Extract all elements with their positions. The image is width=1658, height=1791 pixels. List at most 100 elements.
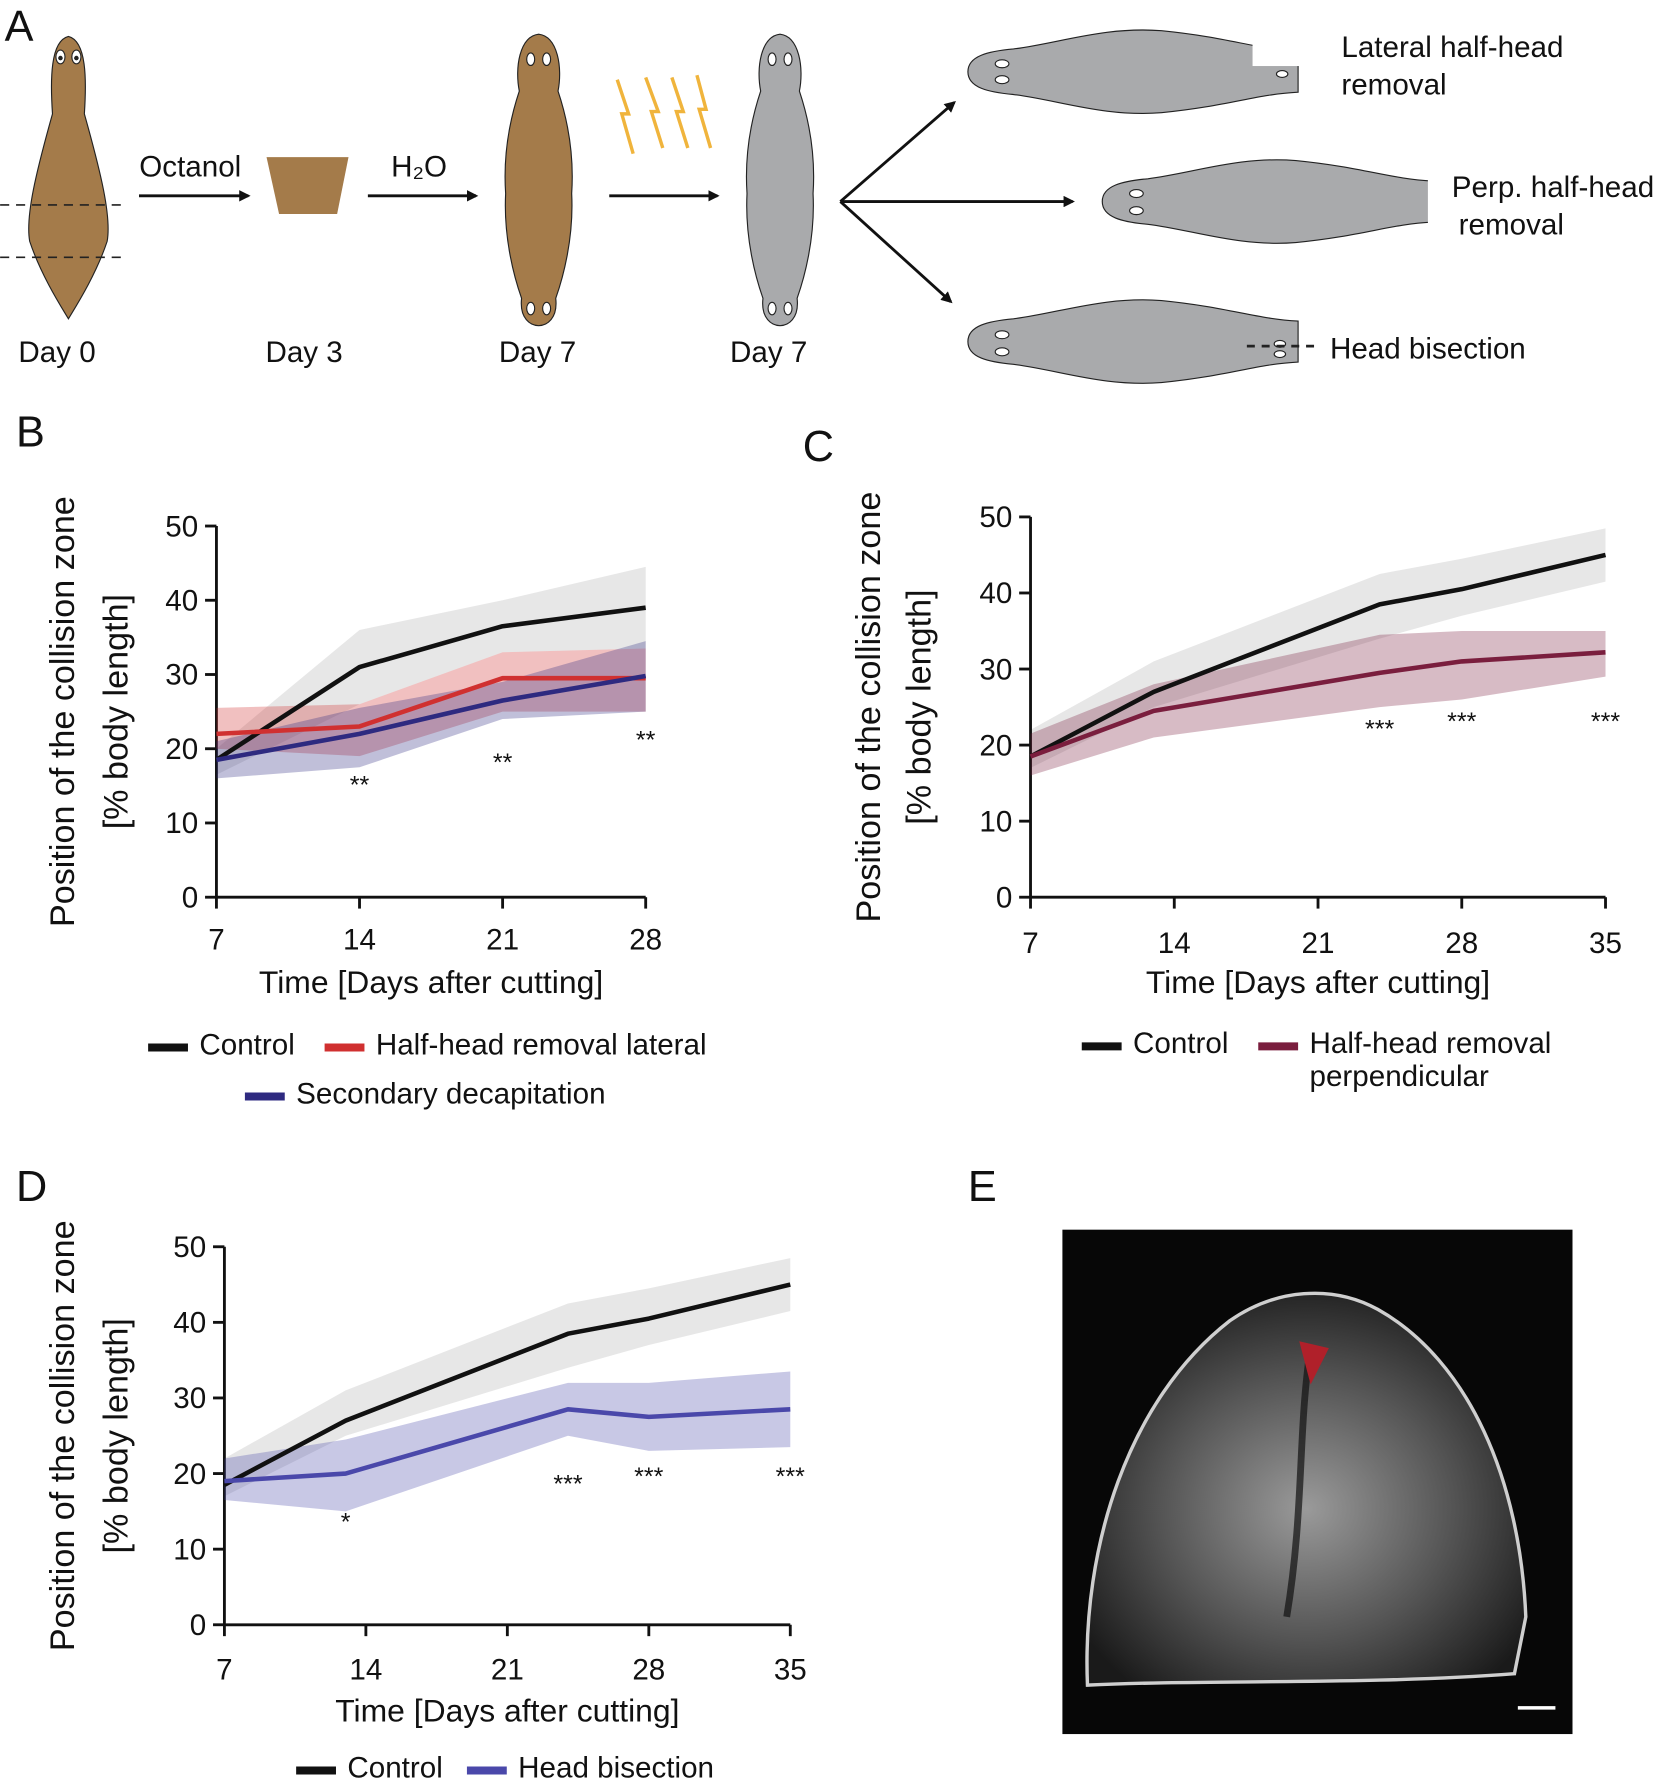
significance-label: ** [636, 727, 656, 755]
outcome-label: Head bisection [1330, 333, 1526, 366]
y-tick-label: 0 [996, 881, 1012, 914]
significance-label: *** [1591, 708, 1620, 736]
x-axis-label: Time [Days after cutting] [259, 964, 603, 1000]
series-line [1029, 552, 1607, 759]
panel-label: C [803, 423, 834, 471]
panel-label: E [968, 1163, 997, 1211]
series-line [1029, 650, 1606, 759]
outcome-label: removal [1459, 209, 1564, 242]
x-tick-label: 35 [774, 1653, 807, 1686]
series-line [216, 673, 647, 763]
x-tick-label: 14 [343, 924, 376, 957]
reagent-label: H₂O [391, 150, 447, 183]
significance-label: ** [350, 771, 370, 799]
panel-label: B [16, 408, 45, 456]
legend-label: Head bisection [518, 1751, 715, 1785]
x-tick-label: 28 [1445, 927, 1478, 960]
legend-label: Control [199, 1028, 295, 1062]
y-tick-label: 40 [165, 585, 198, 618]
y-tick-label: 30 [979, 653, 1012, 686]
worm [28, 35, 109, 320]
x-tick-label: 7 [216, 1653, 232, 1686]
confidence-band [1030, 631, 1606, 776]
significance-label: *** [1365, 715, 1394, 743]
legend-label: Half-head removal perpendicular [1309, 1027, 1552, 1094]
x-tick-label: 21 [486, 924, 519, 957]
y-axis-label: [% body length] [900, 589, 938, 824]
x-tick-label: 7 [208, 924, 224, 957]
x-tick-label: 21 [1302, 927, 1335, 960]
significance-label: *** [776, 1463, 805, 1491]
day-label: Day 0 [18, 336, 95, 369]
y-tick-label: 10 [173, 1533, 206, 1566]
y-tick-label: 10 [165, 807, 198, 840]
y-axis-label: Position of the collision zone [850, 492, 888, 923]
micrograph [1062, 1229, 1573, 1735]
significance-label: ** [493, 749, 513, 777]
outcome-label: Perp. half-head [1452, 171, 1654, 204]
series-line [224, 1407, 791, 1484]
y-axis-label: Position of the collision zone [44, 1220, 82, 1651]
day-label: Day 7 [730, 336, 807, 369]
y-tick-label: 30 [165, 659, 198, 692]
y-axis-label: [% body length] [98, 1318, 136, 1553]
y-axis-label: [% body length] [98, 594, 136, 829]
x-tick-label: 14 [1158, 927, 1191, 960]
y-tick-label: 30 [173, 1382, 206, 1415]
legend-entry: Secondary decapitation [296, 1077, 606, 1111]
outcome-label: Lateral half-head [1341, 31, 1563, 64]
confidence-band [216, 566, 646, 775]
legend-entry: Half-head removal perpendicular [1309, 1027, 1552, 1094]
legend-entry: Control [1133, 1027, 1229, 1061]
legend-entry: Head bisection [518, 1751, 715, 1785]
y-tick-label: 20 [165, 733, 198, 766]
chart: 0 10 20 30 40 50 7 14 21 28 35 Time [Days after cut… [850, 492, 1622, 1094]
legend-label: Control [347, 1751, 443, 1785]
series-line [223, 1282, 791, 1487]
y-tick-label: 20 [173, 1458, 206, 1491]
chart: 0 10 20 30 40 50 7 14 21 28 35 Time [Days after cut… [44, 1220, 807, 1785]
day-label: Day 7 [499, 336, 576, 369]
x-tick-label: 28 [629, 924, 662, 957]
series-line [215, 605, 646, 762]
y-tick-label: 50 [165, 510, 198, 543]
y-tick-label: 0 [190, 1609, 206, 1642]
outcome-label: removal [1341, 69, 1446, 102]
lightning [615, 74, 713, 155]
x-tick-label: 35 [1589, 927, 1622, 960]
legend-label: Control [1133, 1027, 1229, 1061]
y-tick-label: 20 [979, 729, 1012, 762]
confidence-band [224, 1371, 791, 1512]
panel-label: A [5, 3, 34, 51]
arrow [139, 100, 1075, 304]
legend-entry: Control [199, 1028, 295, 1062]
diagram: Octanol H₂O Day 0 Day 3 Day 7 Day 7 Late… [0, 29, 1654, 384]
y-tick-label: 0 [182, 881, 198, 914]
significance-label: * [341, 1508, 351, 1536]
legend-entry: Control [347, 1751, 443, 1785]
reagent-label: Octanol [139, 150, 241, 183]
arrowhead [1299, 1341, 1329, 1385]
fragment [266, 157, 349, 215]
x-tick-label: 14 [349, 1653, 382, 1686]
x-axis-label: Time [Days after cutting] [335, 1693, 679, 1729]
x-tick-label: 21 [491, 1653, 524, 1686]
y-tick-label: 10 [979, 805, 1012, 838]
legend-label: Half-head removal lateral [375, 1028, 707, 1062]
significance-label: *** [634, 1463, 663, 1491]
x-tick-label: 28 [632, 1653, 665, 1686]
y-tick-label: 50 [979, 501, 1012, 534]
legend-entry: Half-head removal lateral [375, 1028, 707, 1062]
x-axis-label: Time [Days after cutting] [1146, 964, 1490, 1000]
y-tick-label: 40 [173, 1307, 206, 1340]
worm [745, 33, 815, 327]
y-tick-label: 40 [979, 577, 1012, 610]
legend-label: Secondary decapitation [296, 1077, 606, 1111]
chart: 0 10 20 30 40 50 7 14 21 28 Time [Days after cutti… [44, 496, 707, 1111]
y-axis-label: Position of the collision zone [44, 496, 82, 927]
confidence-band [216, 641, 646, 779]
worm [504, 33, 573, 327]
day-label: Day 3 [265, 336, 342, 369]
